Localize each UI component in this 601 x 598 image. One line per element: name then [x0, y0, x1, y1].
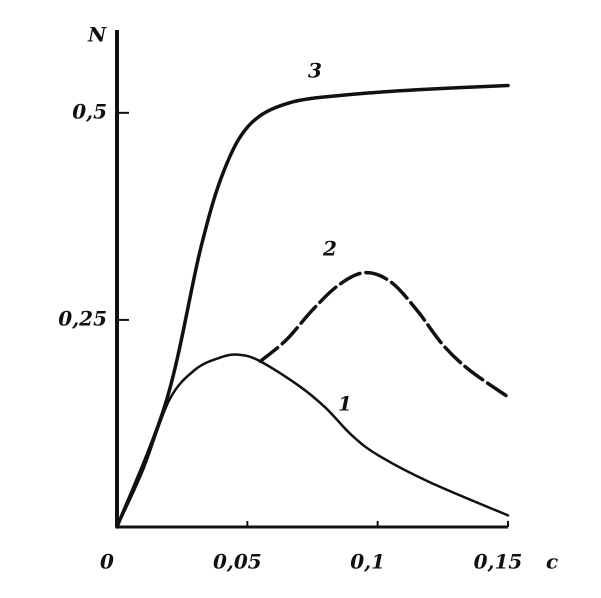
series-line	[258, 270, 510, 399]
x-tick-label: 0,05	[213, 550, 262, 574]
series-label: 2	[322, 237, 337, 261]
x-tick-label: 0,1	[350, 550, 385, 574]
y-tick-label: 0,25	[58, 306, 107, 330]
y-axis-label: N	[87, 23, 107, 47]
series-label: 1	[338, 392, 352, 416]
x-tick-label: 0,15	[474, 550, 523, 574]
series-line	[115, 83, 510, 529]
x-tick-label: 0	[100, 550, 114, 574]
x-axis-label: с	[546, 550, 558, 574]
y-tick-label: 0,5	[72, 99, 107, 123]
series-label: 3	[308, 59, 322, 83]
